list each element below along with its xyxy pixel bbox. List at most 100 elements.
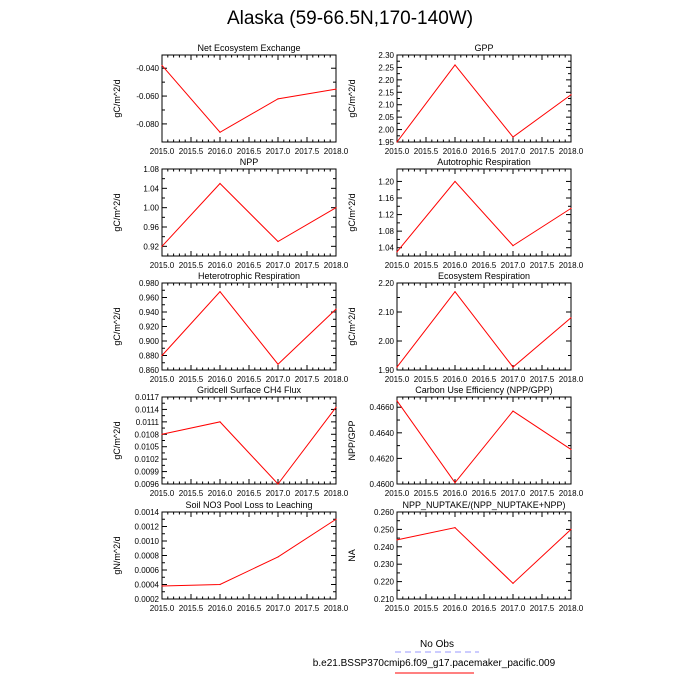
- chart-panel: Gridcell Surface CH4 Flux gC/m^2/d 0.0096 0…: [112, 385, 349, 498]
- data-point: [161, 245, 163, 247]
- plot-frame: [161, 396, 337, 485]
- data-point: [277, 483, 279, 485]
- data-point: [570, 317, 572, 319]
- y-axis-label: gN/m^2/d: [112, 536, 122, 574]
- y-tick-label: 0.980: [139, 279, 160, 288]
- x-tick-label: 2018.0: [324, 489, 349, 498]
- data-point: [570, 94, 572, 96]
- data-point: [454, 291, 456, 293]
- y-tick-label: 2.00: [378, 126, 394, 135]
- y-tick-label: 2.10: [378, 308, 394, 317]
- x-tick-label: 2016.0: [443, 147, 468, 156]
- data-point: [512, 136, 514, 138]
- y-tick-label: 0.4640: [370, 429, 395, 438]
- legend: No Obs b.e21.BSSP370cmip6.f09_g17.pacema…: [313, 639, 556, 674]
- y-tick-label: 1.16: [378, 194, 394, 203]
- chart-panel: GPP gC/m^2/d 1.95 2.00 2.05 2.10 2.15 2.20 2.25 2…: [347, 43, 584, 156]
- page-title: Alaska (59-66.5N,170-140W): [226, 8, 474, 29]
- y-axis-label: NA: [347, 549, 357, 562]
- chart-panel: Soil NO3 Pool Loss to Leaching gN/m^2/d 0.…: [112, 500, 349, 613]
- data-point: [219, 291, 221, 293]
- series-line: [161, 290, 337, 365]
- chart-panel: Autotrophic Respiration gC/m^2/d 1.04 1.08 1…: [347, 157, 584, 270]
- y-axis-label: gC/m^2/d: [112, 193, 122, 231]
- x-tick-label: 2015.0: [150, 604, 175, 613]
- y-tick-label: 0.4600: [370, 480, 395, 489]
- y-tick-label: 0.0008: [135, 552, 160, 561]
- y-tick-label: 0.880: [139, 352, 160, 361]
- y-tick-label: 1.95: [378, 138, 394, 147]
- x-tick-label: 2017.5: [295, 375, 320, 384]
- y-tick-label: 1.08: [378, 227, 394, 236]
- chart-panel: NPP gC/m^2/d 0.92 0.96 1.00 1.04 1.08 2015.0 201…: [112, 157, 349, 270]
- series-line: [161, 407, 337, 485]
- plot-frame: [396, 282, 572, 371]
- x-tick-label: 2018.0: [324, 261, 349, 270]
- y-tick-label: 0.0096: [135, 480, 160, 489]
- x-tick-label: 2018.0: [559, 147, 584, 156]
- y-tick-label: 0.0012: [135, 523, 160, 532]
- x-tick-label: 2018.0: [324, 604, 349, 613]
- y-tick-label: 0.0004: [135, 581, 160, 590]
- x-tick-label: 2017.0: [501, 489, 526, 498]
- chart-title: Autotrophic Respiration: [437, 157, 531, 167]
- y-tick-label: 0.0117: [135, 393, 159, 402]
- y-tick-label: 0.0002: [135, 595, 160, 604]
- chart-title: GPP: [474, 43, 493, 53]
- data-point: [396, 141, 398, 143]
- y-axis-label: gC/m^2/d: [112, 421, 122, 459]
- data-point: [335, 207, 337, 209]
- data-point: [396, 539, 398, 541]
- series-line: [161, 182, 337, 247]
- y-tick-label: 0.260: [374, 508, 395, 517]
- series-line: [161, 518, 337, 587]
- x-tick-label: 2016.5: [472, 604, 497, 613]
- y-tick-label: 0.0014: [135, 508, 160, 517]
- data-point: [277, 240, 279, 243]
- x-tick-label: 2015.0: [150, 147, 175, 156]
- y-tick-label: 2.30: [378, 51, 394, 60]
- y-tick-label: 0.92: [143, 242, 159, 251]
- x-tick-label: 2015.5: [179, 261, 204, 270]
- x-tick-label: 2017.0: [266, 604, 291, 613]
- x-tick-label: 2015.5: [414, 261, 439, 270]
- x-tick-label: 2017.5: [295, 147, 320, 156]
- chart-title: Net Ecosystem Exchange: [197, 43, 300, 53]
- x-tick-label: 2016.0: [208, 375, 233, 384]
- x-tick-label: 2018.0: [559, 375, 584, 384]
- data-point: [335, 406, 337, 408]
- plot-frame: [161, 54, 337, 143]
- x-tick-label: 2017.5: [295, 489, 320, 498]
- chart-title: NPP: [240, 157, 259, 167]
- y-tick-label: 0.4620: [370, 454, 395, 463]
- y-tick-label: 0.900: [139, 337, 160, 346]
- data-point: [277, 363, 279, 365]
- x-tick-label: 2016.5: [472, 375, 497, 384]
- chart-panel: Heterotrophic Respiration gC/m^2/d 0.860 0.…: [112, 271, 349, 384]
- data-point: [396, 400, 398, 402]
- y-tick-label: 0.220: [374, 578, 395, 587]
- y-tick-label: 0.0108: [135, 430, 160, 439]
- y-tick-label: -0.040: [136, 64, 159, 73]
- data-point: [161, 64, 163, 67]
- chart-panel: Carbon Use Efficiency (NPP/GPP) NPP/GPP 0.…: [347, 385, 584, 498]
- x-tick-label: 2016.5: [472, 147, 497, 156]
- x-tick-label: 2015.5: [414, 604, 439, 613]
- chart-title: Ecosystem Respiration: [438, 271, 530, 281]
- y-tick-label: -0.060: [136, 92, 159, 101]
- x-tick-label: 2016.5: [237, 604, 262, 613]
- y-tick-label: 0.210: [374, 595, 395, 604]
- y-tick-label: 1.04: [143, 184, 159, 193]
- x-tick-label: 2017.0: [501, 604, 526, 613]
- chart-panel: NPP_NUPTAKE/(NPP_NUPTAKE+NPP) NA 0.210 0.22…: [347, 500, 584, 613]
- chart-title: Gridcell Surface CH4 Flux: [197, 385, 302, 395]
- series-line: [396, 527, 572, 585]
- data-point: [570, 448, 572, 451]
- y-tick-label: 0.96: [143, 223, 159, 232]
- y-tick-label: 1.20: [378, 177, 394, 186]
- y-tick-label: 0.940: [139, 308, 160, 317]
- series-line: [396, 64, 572, 143]
- x-tick-label: 2015.0: [385, 147, 410, 156]
- data-point: [454, 527, 456, 529]
